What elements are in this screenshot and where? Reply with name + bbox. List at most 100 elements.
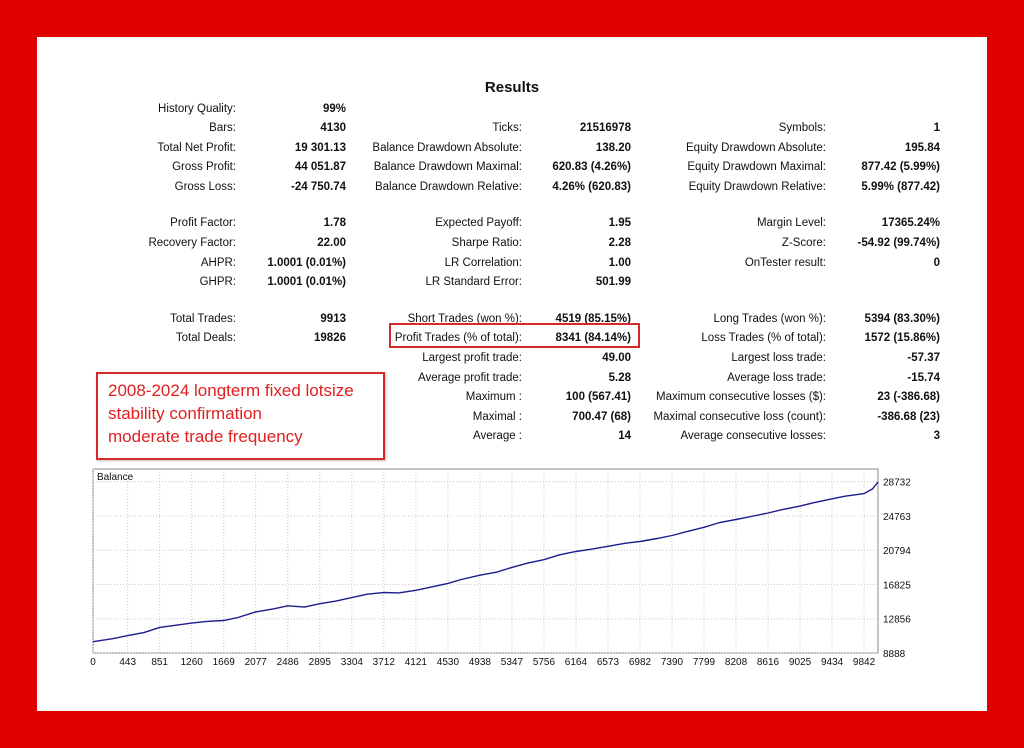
x-tick-label: 8616 [757, 657, 780, 667]
stat-label: Largest profit trade: [422, 352, 522, 364]
stat-label: Gross Profit: [172, 161, 236, 173]
stat-value: -57.37 [907, 352, 940, 364]
stat-value: 23 (-386.68) [877, 391, 940, 403]
stat-label: Ticks: [492, 122, 522, 134]
y-tick-label: 16825 [883, 580, 911, 591]
stat-label: Total Net Profit: [157, 142, 236, 154]
x-tick-label: 851 [151, 657, 168, 667]
stat-value: 44 051.87 [294, 161, 346, 173]
stat-value: -24 750.74 [291, 181, 346, 193]
x-tick-label: 4938 [469, 657, 492, 667]
stat-label: Balance Drawdown Relative: [374, 181, 522, 193]
stat-label: AHPR: [200, 257, 236, 269]
stat-value: -15.74 [907, 372, 940, 384]
x-tick-label: 443 [119, 657, 136, 667]
stat-value: 4.26% (620.83) [552, 181, 631, 193]
x-tick-label: 1669 [213, 657, 236, 667]
stat-label: Long Trades (won %): [713, 313, 826, 325]
x-tick-label: 1260 [181, 657, 204, 667]
stat-value: 9913 [320, 313, 346, 325]
x-tick-label: 9025 [789, 657, 812, 667]
y-tick-label: 24763 [883, 512, 911, 523]
stat-label: Balance Drawdown Absolute: [372, 142, 522, 154]
stat-label: Maximum : [465, 391, 522, 403]
profit-trades-highlight [389, 323, 640, 348]
x-tick-label: 9434 [821, 657, 844, 667]
x-tick-label: 2077 [245, 657, 268, 667]
stat-label: Symbols: [778, 122, 826, 134]
stat-value: 49.00 [602, 352, 631, 364]
stat-label: Z-Score: [781, 237, 826, 249]
x-tick-label: 7390 [661, 657, 684, 667]
stat-value: 620.83 (4.26%) [552, 161, 631, 173]
x-tick-label: 4530 [437, 657, 460, 667]
x-tick-label: 9842 [853, 657, 876, 667]
stat-label: Average : [472, 430, 522, 442]
stat-value: 4519 (85.15%) [555, 313, 631, 325]
stat-value: -54.92 (99.74%) [857, 237, 940, 249]
balance-chart: 0 443 851 1260 1669 2077 2486 2895 3304 3712 4121 4… [90, 467, 930, 667]
stat-label: Total Deals: [175, 332, 236, 344]
chart-title: Balance [97, 472, 134, 483]
x-tick-label: 3304 [341, 657, 364, 667]
stat-value: 0 [933, 257, 940, 269]
balance-line [92, 481, 879, 643]
stat-label: Equity Drawdown Absolute: [686, 142, 826, 154]
stat-label: Maximum consecutive losses ($): [656, 391, 826, 403]
stat-value: 100 (567.41) [565, 391, 631, 403]
x-tick-label: 7799 [693, 657, 716, 667]
stat-value: 1 [933, 122, 940, 134]
stat-value: 1.95 [608, 217, 631, 229]
stat-value: 5.99% (877.42) [861, 181, 940, 193]
stat-value: 8341 (84.14%) [555, 332, 631, 344]
x-tick-label: 5347 [501, 657, 524, 667]
stat-value: 21516978 [579, 122, 631, 134]
annotation-note: 2008-2024 longterm fixed lotsize stabili… [96, 372, 385, 460]
x-tick-label: 6573 [597, 657, 620, 667]
stat-value: 5394 (83.30%) [864, 313, 940, 325]
stat-value: -386.68 (23) [877, 411, 940, 423]
stat-label: GHPR: [199, 276, 236, 288]
x-tick-label: 0 [90, 657, 96, 667]
y-tick-label: 12856 [883, 615, 911, 626]
stat-value: 1.0001 (0.01%) [267, 276, 346, 288]
stat-value: 19826 [314, 332, 346, 344]
stat-label: History Quality: [158, 103, 236, 115]
y-tick-label: 28732 [883, 478, 911, 489]
x-tick-label: 4121 [405, 657, 428, 667]
stat-value: 14 [618, 430, 631, 442]
stat-label: Sharpe Ratio: [451, 237, 522, 249]
stat-value: 1.0001 (0.01%) [267, 257, 346, 269]
stat-label: Profit Factor: [170, 217, 236, 229]
stat-label: Largest loss trade: [731, 352, 826, 364]
stat-label: Balance Drawdown Maximal: [373, 161, 522, 173]
plot-area [92, 468, 879, 654]
stat-value: 5.28 [608, 372, 631, 384]
stat-label: Loss Trades (% of total): [701, 332, 826, 344]
stat-value: 19 301.13 [294, 142, 346, 154]
stat-value: 17365.24% [881, 217, 940, 229]
stat-label: LR Correlation: [444, 257, 522, 269]
x-tick-label: 2895 [309, 657, 332, 667]
stat-label: Margin Level: [756, 217, 826, 229]
x-tick-label: 6164 [565, 657, 588, 667]
stat-value: 2.28 [608, 237, 631, 249]
stat-label: Expected Payoff: [435, 217, 522, 229]
stat-value: 1.78 [323, 217, 346, 229]
stat-label: Average loss trade: [727, 372, 826, 384]
stat-value: 877.42 (5.99%) [861, 161, 940, 173]
stat-label: OnTester result: [744, 257, 826, 269]
stat-label: Recovery Factor: [148, 237, 236, 249]
stat-label: LR Standard Error: [425, 276, 522, 288]
stat-value: 99% [322, 103, 346, 115]
note-line-3: moderate trade frequency [108, 427, 303, 446]
stat-value: 195.84 [904, 142, 940, 154]
x-tick-label: 3712 [373, 657, 396, 667]
stat-label: Equity Drawdown Maximal: [687, 161, 826, 173]
x-tick-label: 2486 [277, 657, 300, 667]
stat-value: 501.99 [595, 276, 631, 288]
note-line-2: stability confirmation [108, 404, 263, 423]
stat-label: Short Trades (won %): [407, 313, 522, 325]
stat-value: 1572 (15.86%) [864, 332, 940, 344]
stat-label: Average consecutive losses: [680, 430, 826, 442]
